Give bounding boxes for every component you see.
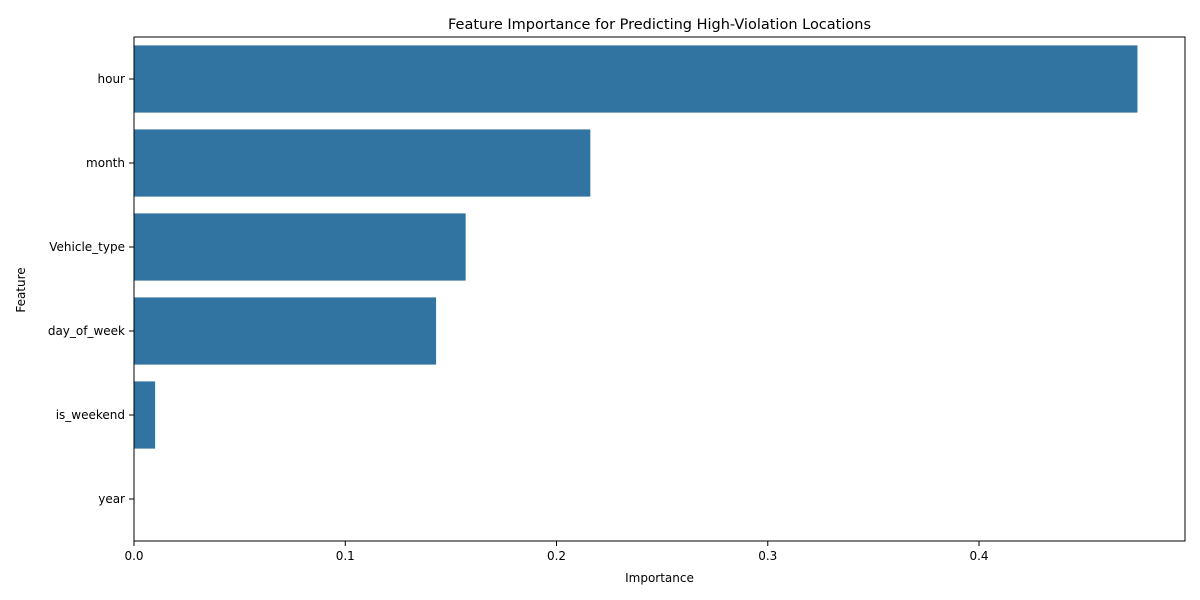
y-tick-label: day_of_week [48,324,125,338]
x-tick-label: 0.0 [124,549,143,563]
x-tick-label: 0.3 [758,549,777,563]
y-tick-label: Vehicle_type [49,240,125,254]
y-tick-label: hour [98,72,126,86]
x-tick-label: 0.2 [547,549,566,563]
y-tick-label: is_weekend [56,408,125,422]
bar-is-weekend [134,381,156,449]
x-tick-label: 0.4 [969,549,988,563]
x-axis-label: Importance [625,571,694,585]
y-axis-label: Feature [14,267,28,312]
x-axis-ticks: 0.0 0.1 0.2 0.3 0.4 [124,541,989,563]
bars-group [134,45,1138,449]
bar-hour [134,45,1138,113]
bar-vehicle-type [134,213,466,281]
plot-frame [133,36,1186,542]
x-tick-label: 0.1 [336,549,355,563]
y-tick-label: month [86,156,125,170]
bar-month [134,129,591,197]
bar-day-of-week [134,297,437,365]
axes-frame [133,36,1186,542]
y-tick-label: year [98,492,125,506]
chart-title: Feature Importance for Predicting High-V… [448,17,871,33]
y-axis-ticks: hour month Vehicle_type day_of_week is_weeke… [48,72,134,506]
